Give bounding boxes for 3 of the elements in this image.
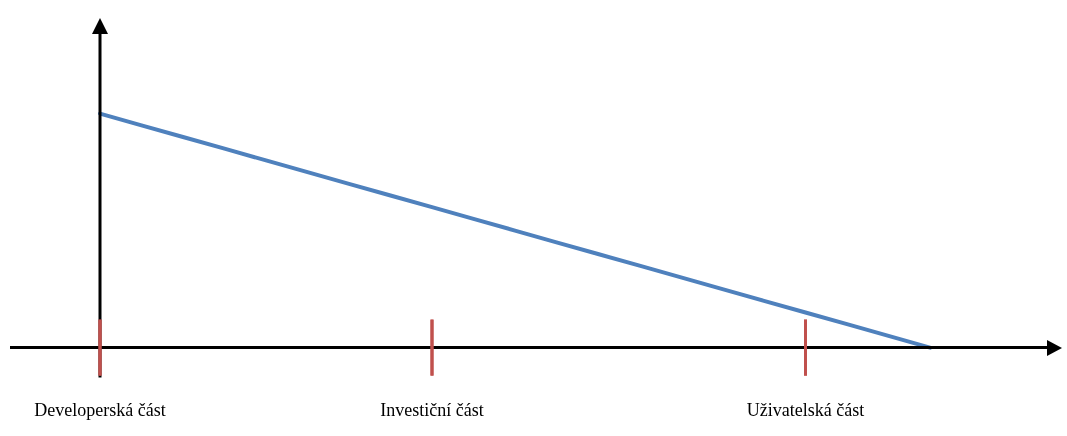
x-tick-label: Investiční část [380, 399, 484, 420]
x-tick-label: Developerská část [34, 399, 166, 420]
x-tick-label: Uživatelská část [746, 399, 865, 420]
